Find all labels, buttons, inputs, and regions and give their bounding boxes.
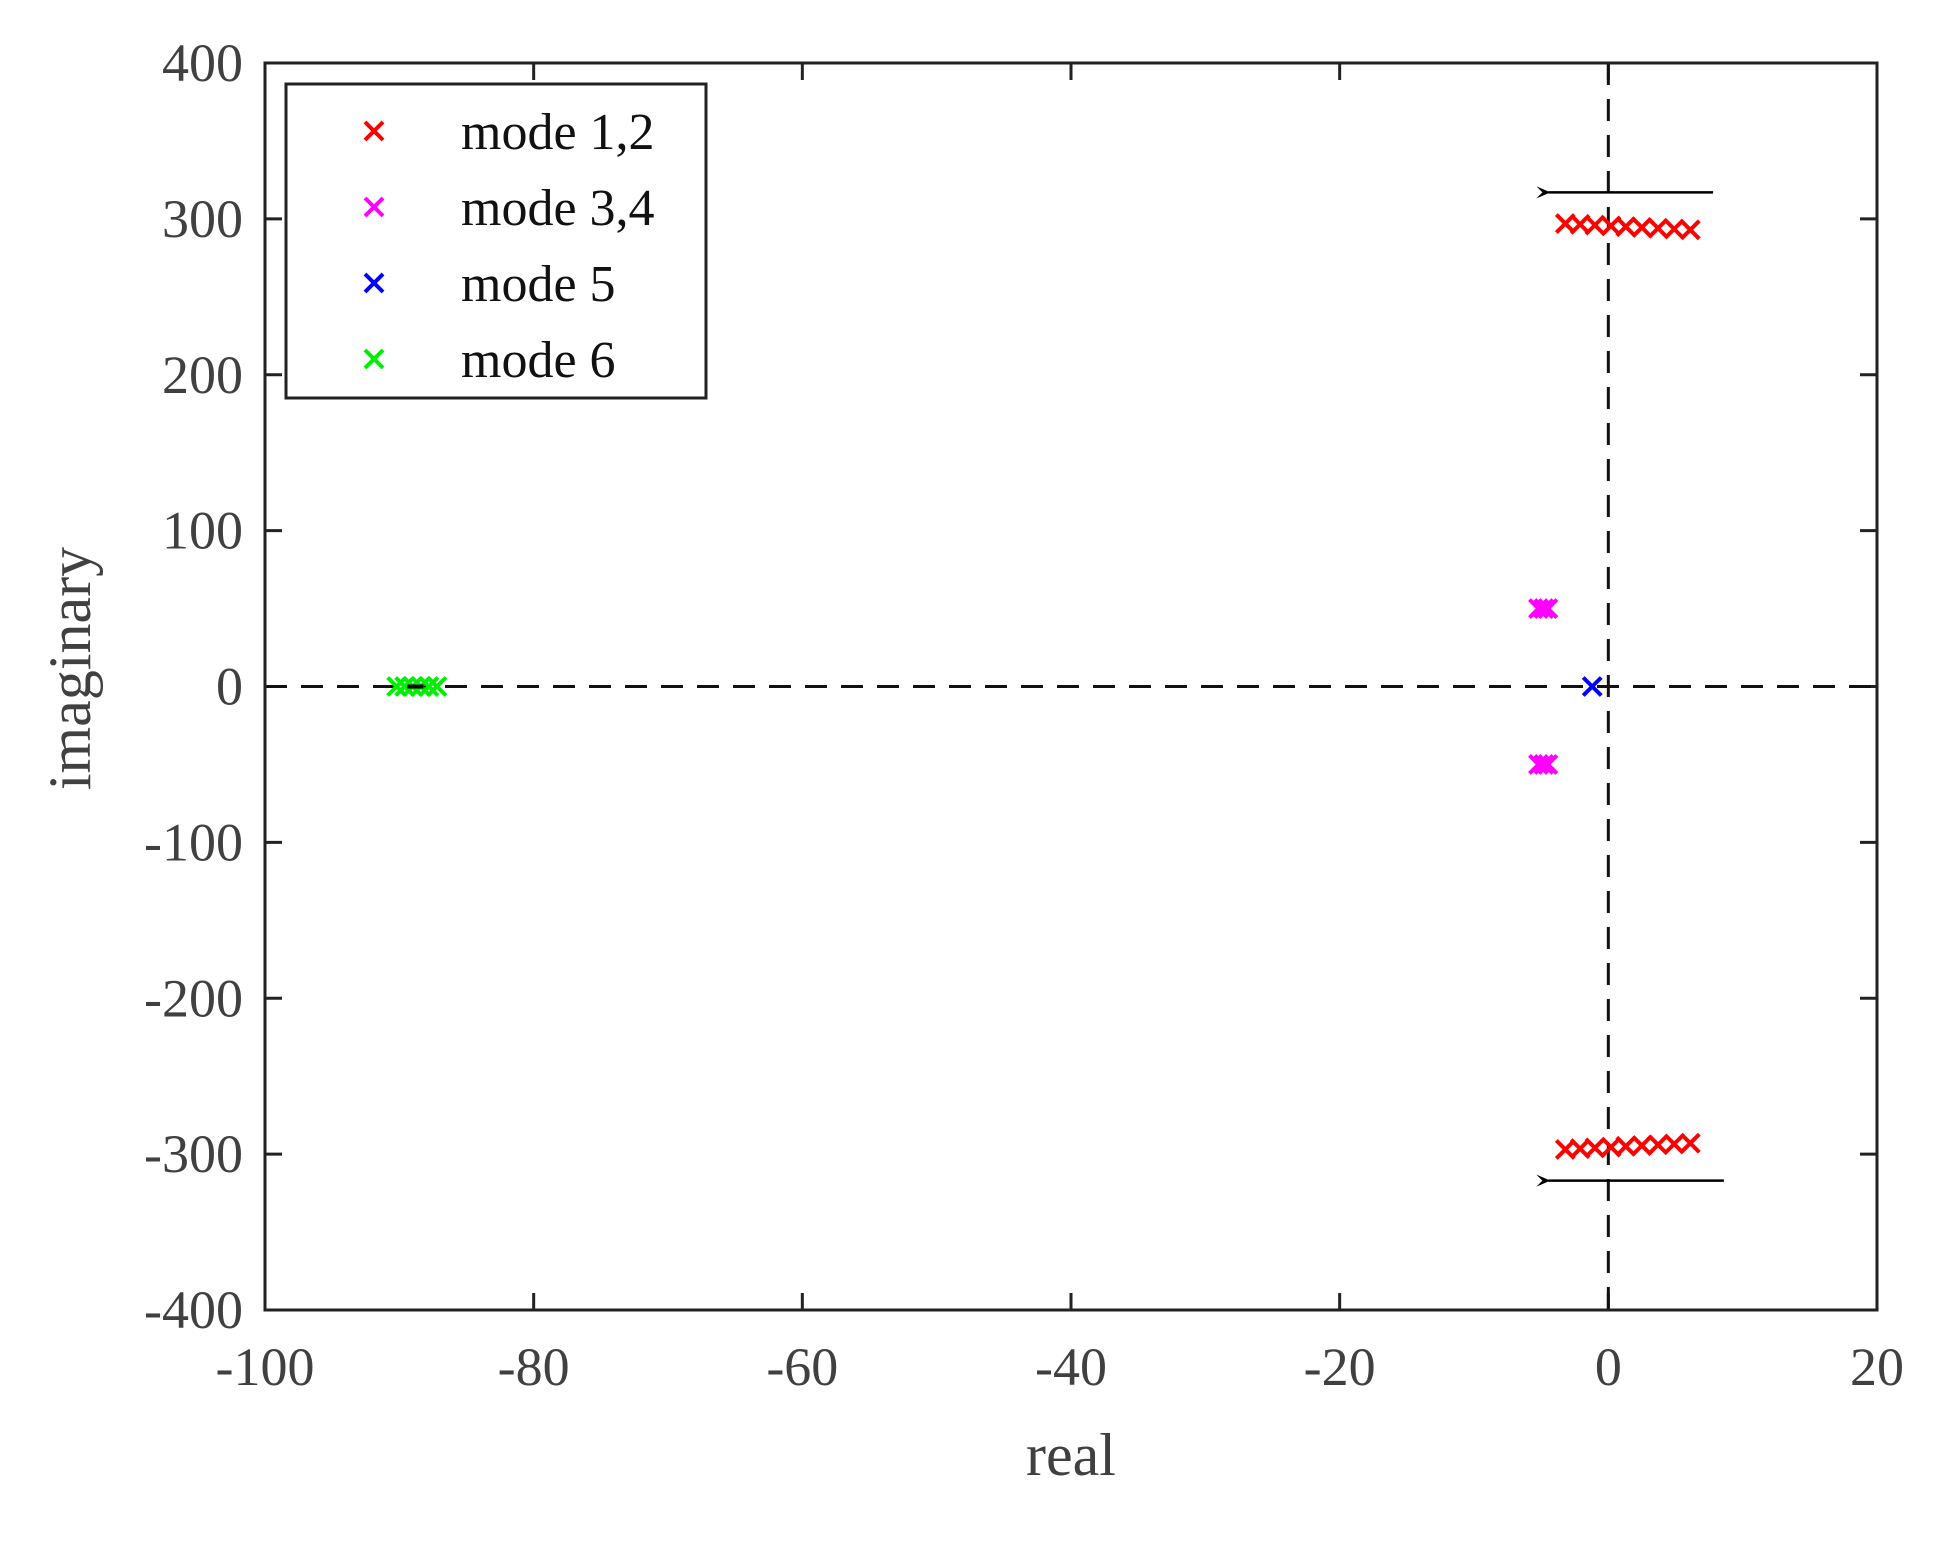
legend-marker: [363, 196, 385, 218]
marker-stroke: [1679, 219, 1701, 241]
data-point: [418, 676, 440, 697]
y-tick-label: -100: [144, 812, 243, 872]
plot-frame: [263, 61, 1879, 1312]
data-point: [1631, 1135, 1653, 1156]
marker-stroke: [1615, 1135, 1637, 1157]
marker-stroke: [1615, 216, 1637, 238]
y-tick-label: -200: [144, 968, 243, 1028]
data-point: [426, 676, 448, 697]
marker-stroke: [1631, 217, 1653, 238]
marker-stroke: [1537, 754, 1559, 775]
marker-stroke: [1631, 1135, 1653, 1156]
marker-stroke: [1663, 218, 1685, 240]
legend-label: mode 6: [461, 332, 616, 389]
y-tick-label: 100: [162, 501, 243, 561]
x-tick-label: 20: [1850, 1337, 1904, 1397]
x-tick-label: -100: [216, 1337, 315, 1397]
legend: mode 1,2 mode 3,4 mode 5 mode 6: [284, 82, 708, 400]
marker-stroke: [1647, 217, 1669, 239]
marker-stroke: [363, 272, 385, 294]
marker-stroke: [386, 676, 408, 697]
marker-stroke: [1533, 754, 1555, 775]
data-point: [1615, 216, 1637, 238]
data-point: [1663, 218, 1685, 240]
marker-stroke: [1584, 1137, 1606, 1159]
marker-stroke: [1600, 1136, 1622, 1158]
data-point: [1581, 676, 1603, 697]
y-tick-label: 200: [162, 345, 243, 405]
reference-lines: [265, 63, 1877, 1310]
y-tick-label: -400: [144, 1280, 243, 1340]
y-tick-label: -300: [144, 1124, 243, 1184]
legend-marker: [363, 120, 385, 142]
legend-label: mode 1,2: [461, 104, 655, 161]
data-point: [1631, 217, 1653, 238]
y-tick-label: 400: [162, 33, 243, 93]
x-tick-label: -80: [498, 1337, 570, 1397]
data-point: [1679, 219, 1701, 241]
data-point: [1663, 1133, 1685, 1155]
marker-stroke: [1554, 1139, 1576, 1160]
data-point: [1584, 1137, 1606, 1159]
legend-label: mode 3,4: [461, 180, 655, 237]
legend-box: [284, 82, 708, 400]
marker-stroke: [1569, 1138, 1591, 1160]
marker-stroke: [1537, 598, 1559, 619]
marker-stroke: [1679, 1132, 1701, 1154]
x-axis-label: real: [1026, 1422, 1116, 1488]
y-axis-label: imaginary: [37, 547, 103, 790]
x-tick-label: -60: [766, 1337, 838, 1397]
marker-stroke: [394, 676, 416, 697]
x-tick-label: 0: [1595, 1337, 1622, 1397]
x-tick-label: -40: [1035, 1337, 1107, 1397]
marker-stroke: [1533, 598, 1555, 619]
data-point: [1533, 754, 1555, 775]
marker-stroke: [1584, 214, 1606, 236]
data-point: [1537, 754, 1559, 775]
x-tick-labels: -100 -80 -60 -40 -20 0 20: [216, 1337, 1904, 1397]
data-marks: [386, 213, 1701, 1160]
marker-stroke: [363, 348, 385, 370]
legend-marker: [363, 272, 385, 294]
legend-label: mode 5: [461, 256, 616, 313]
marker-stroke: [363, 196, 385, 218]
y-tick-labels: 400 300 200 100 0 -100 -200 -300 -400: [144, 33, 243, 1340]
marker-stroke: [1663, 1133, 1685, 1155]
marker-stroke: [1581, 676, 1603, 697]
marker-stroke: [418, 676, 440, 697]
data-point: [1647, 217, 1669, 239]
y-tick-label: 0: [216, 657, 243, 717]
direction-arrows: [1536, 186, 1724, 1187]
data-point: [1647, 1134, 1669, 1156]
marker-stroke: [363, 120, 385, 142]
data-point: [1533, 598, 1555, 619]
data-point: [386, 676, 408, 697]
marker-stroke: [1647, 1134, 1669, 1156]
data-point: [1679, 1132, 1701, 1154]
x-tick-label: -20: [1304, 1337, 1376, 1397]
y-tick-label: 300: [162, 189, 243, 249]
data-point: [1615, 1135, 1637, 1157]
data-point: [1537, 598, 1559, 619]
data-point: [1584, 214, 1606, 236]
legend-marker: [363, 348, 385, 370]
data-point: [394, 676, 416, 697]
marker-stroke: [426, 676, 448, 697]
